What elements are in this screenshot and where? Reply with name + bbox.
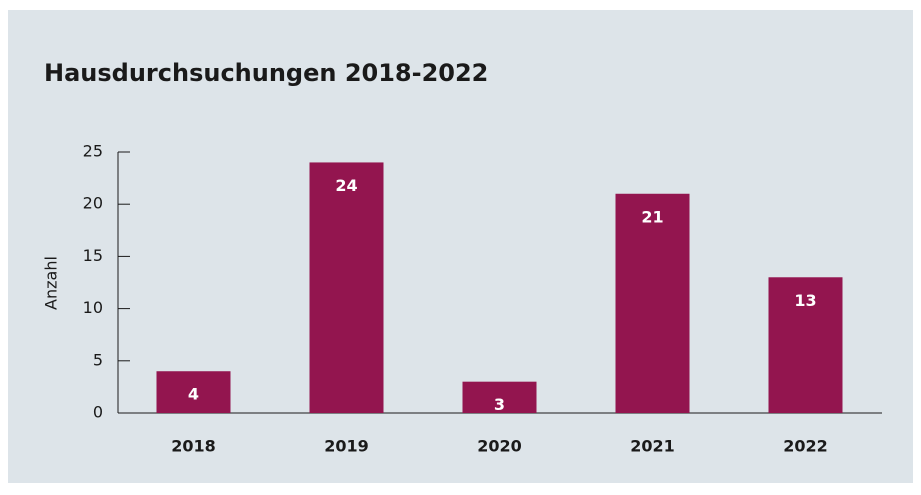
x-tick-label: 2019	[324, 437, 369, 456]
data-label: 4	[188, 385, 199, 404]
chart-title: Hausdurchsuchungen 2018-2022	[44, 59, 488, 87]
data-label: 3	[494, 395, 505, 414]
bar	[156, 371, 231, 413]
y-tick-label: 5	[93, 350, 103, 369]
y-tick-label: 10	[83, 298, 103, 317]
bar	[462, 381, 537, 413]
data-label: 21	[641, 207, 663, 226]
x-tick-label: 2018	[171, 437, 216, 456]
y-axis-label: Anzahl	[42, 256, 61, 310]
y-tick-label: 25	[83, 142, 103, 161]
y-tick-label: 20	[83, 194, 103, 213]
y-tick-label: 0	[93, 403, 103, 422]
bar	[768, 277, 843, 413]
bar	[615, 193, 690, 413]
data-label: 13	[794, 291, 816, 310]
bar	[309, 162, 384, 413]
x-tick-label: 2020	[477, 437, 522, 456]
y-tick-label: 15	[83, 246, 103, 265]
data-label: 24	[335, 176, 357, 195]
x-tick-label: 2021	[630, 437, 675, 456]
x-tick-label: 2022	[783, 437, 828, 456]
